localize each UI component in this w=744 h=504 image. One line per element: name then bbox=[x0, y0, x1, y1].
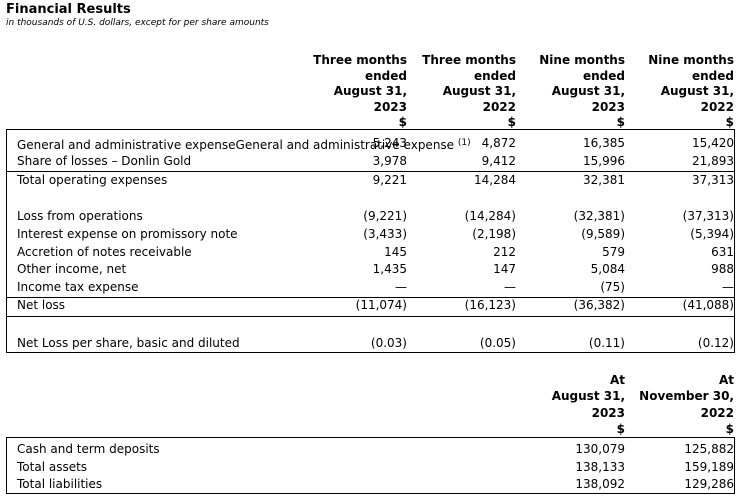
row-label: Total liabilities bbox=[17, 477, 103, 491]
row-label: Net Loss per share, basic and diluted bbox=[17, 336, 240, 350]
column-header: ended bbox=[583, 68, 625, 83]
cell-value: 147 bbox=[493, 262, 516, 276]
row-label: Net loss bbox=[17, 298, 66, 312]
column-header: At bbox=[609, 373, 625, 387]
row-label: Total operating expenses bbox=[17, 173, 168, 187]
cell-value: 159,189 bbox=[684, 460, 734, 474]
column-header: $ bbox=[725, 421, 734, 436]
column-header: 2022 bbox=[700, 99, 734, 114]
cell-value: 5,243 bbox=[372, 136, 407, 150]
cell-value: 5,084 bbox=[590, 262, 625, 276]
column-header: August 31, bbox=[442, 84, 516, 98]
cell-value: 212 bbox=[493, 245, 516, 259]
row-label: Accretion of notes receivable bbox=[17, 245, 192, 259]
row-label: Income tax expense bbox=[17, 280, 139, 294]
cell-value: — bbox=[504, 280, 516, 294]
cell-value: 631 bbox=[711, 245, 734, 259]
column-header: August 31, bbox=[551, 84, 625, 98]
cell-value: 4,872 bbox=[481, 136, 516, 150]
cell-value: (0.12) bbox=[697, 336, 734, 350]
row-label: Cash and term deposits bbox=[17, 442, 160, 456]
column-header: $ bbox=[725, 115, 734, 129]
cell-value: 3,978 bbox=[372, 154, 407, 168]
row-label: Total assets bbox=[17, 460, 88, 474]
column-header: ended bbox=[365, 68, 407, 83]
cell-value: 125,882 bbox=[684, 442, 734, 456]
cell-value: (16,123) bbox=[464, 298, 516, 312]
cell-value: 1,435 bbox=[372, 262, 407, 276]
cell-value: 14,284 bbox=[474, 173, 516, 187]
cell-value: 138,092 bbox=[575, 477, 625, 491]
column-header: November 30, bbox=[639, 389, 734, 404]
column-header: Nine months bbox=[539, 53, 625, 67]
title: Financial Results bbox=[6, 2, 131, 17]
cell-value: 15,996 bbox=[583, 154, 625, 168]
column-header: August 31, bbox=[551, 389, 625, 404]
row-label: Interest expense on promissory note bbox=[17, 227, 238, 241]
column-header: At bbox=[718, 373, 734, 387]
cell-value: 16,385 bbox=[583, 136, 625, 150]
column-header: $ bbox=[398, 115, 407, 129]
cell-value: (3,433) bbox=[363, 227, 407, 241]
cell-value: (9,221) bbox=[363, 209, 407, 223]
cell-value: (41,088) bbox=[682, 298, 734, 312]
cell-value: (37,313) bbox=[682, 209, 734, 223]
column-header: Three months bbox=[422, 53, 516, 67]
row-label: Share of losses – Donlin Gold bbox=[17, 154, 192, 168]
column-header: $ bbox=[616, 115, 625, 129]
cell-value: 9,412 bbox=[481, 154, 516, 168]
rule bbox=[6, 171, 735, 172]
cell-value: — bbox=[722, 280, 734, 294]
column-header: 2023 bbox=[373, 99, 407, 114]
rule bbox=[6, 316, 735, 317]
cell-value: (14,284) bbox=[464, 209, 516, 223]
row-label: General and administrative expenseGenera… bbox=[17, 138, 471, 152]
cell-value: 138,133 bbox=[575, 460, 625, 474]
row-label: Loss from operations bbox=[17, 209, 143, 223]
cell-value: 21,893 bbox=[692, 154, 734, 168]
column-header: 2023 bbox=[591, 405, 625, 420]
cell-value: — bbox=[395, 280, 407, 294]
cell-value: 32,381 bbox=[583, 173, 625, 187]
column-header: August 31, bbox=[333, 84, 407, 98]
cell-value: (2,198) bbox=[472, 227, 516, 241]
cell-value: (0.03) bbox=[370, 336, 407, 350]
row-label: Other income, net bbox=[17, 262, 127, 276]
column-header: $ bbox=[507, 115, 516, 129]
column-header: $ bbox=[616, 421, 625, 436]
column-header: 2022 bbox=[482, 99, 516, 114]
cell-value: 129,286 bbox=[684, 477, 734, 491]
cell-value: 145 bbox=[384, 245, 407, 259]
column-header: ended bbox=[692, 68, 734, 83]
cell-value: 9,221 bbox=[372, 173, 407, 187]
rule bbox=[6, 297, 735, 298]
cell-value: 37,313 bbox=[692, 173, 734, 187]
cell-value: (32,381) bbox=[573, 209, 625, 223]
column-header: ended bbox=[474, 68, 516, 83]
cell-value: 130,079 bbox=[575, 442, 625, 456]
column-header: 2023 bbox=[591, 99, 625, 114]
cell-value: (0.05) bbox=[479, 336, 516, 350]
cell-value: 579 bbox=[602, 245, 625, 259]
table-border bbox=[6, 437, 735, 494]
cell-value: (36,382) bbox=[573, 298, 625, 312]
cell-value: 15,420 bbox=[692, 136, 734, 150]
row-label-text: General and administrative expense bbox=[235, 138, 455, 152]
footnote-marker: (1) bbox=[457, 138, 471, 148]
column-header: Nine months bbox=[648, 53, 734, 67]
subtitle: in thousands of U.S. dollars, except for… bbox=[6, 18, 269, 28]
cell-value: 988 bbox=[711, 262, 734, 276]
cell-value: (9,589) bbox=[581, 227, 625, 241]
table-border bbox=[6, 129, 735, 353]
column-header: August 31, bbox=[660, 84, 734, 98]
cell-value: (11,074) bbox=[355, 298, 407, 312]
cell-value: (5,394) bbox=[690, 227, 734, 241]
cell-value: (0.11) bbox=[588, 336, 625, 350]
cell-value: (75) bbox=[600, 280, 625, 294]
column-header: 2022 bbox=[700, 405, 734, 420]
column-header: Three months bbox=[313, 53, 407, 67]
